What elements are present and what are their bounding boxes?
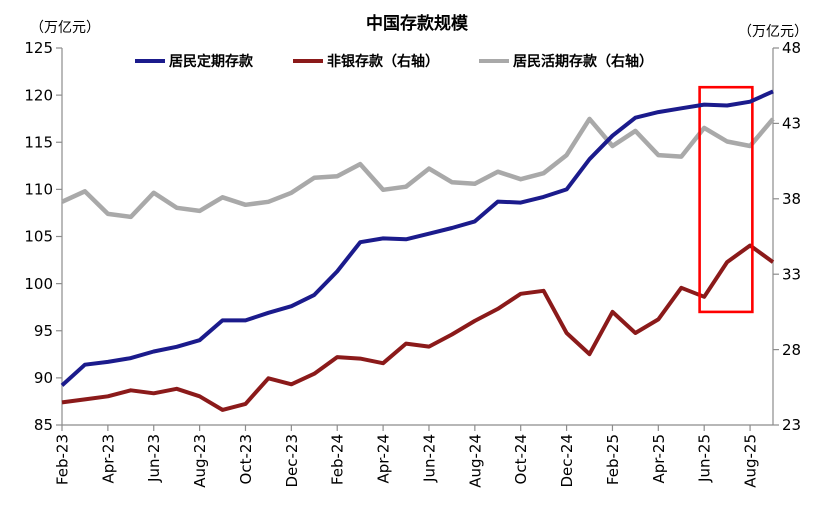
left-axis-tick-label: 115 bbox=[24, 133, 53, 151]
legend-swatch-resident-demand-deposits bbox=[479, 59, 509, 63]
right-axis-tick-label: 38 bbox=[782, 190, 801, 208]
left-axis-tick-label: 120 bbox=[24, 86, 53, 104]
left-axis-tick-label: 100 bbox=[24, 275, 53, 293]
right-axis-tick-label: 33 bbox=[782, 265, 801, 283]
x-axis-tick-label: Jun-24 bbox=[420, 434, 438, 483]
left-axis-tick-label: 125 bbox=[24, 39, 53, 57]
line-nonbank-deposits bbox=[61, 243, 775, 412]
left-axis-tick-label: 95 bbox=[34, 322, 53, 340]
right-axis-tick-label: 43 bbox=[782, 115, 801, 133]
right-axis-unit-label: （万亿元） bbox=[738, 24, 808, 40]
right-axis-tick-label: 48 bbox=[782, 39, 801, 57]
x-axis-tick-label: Feb-24 bbox=[329, 434, 347, 485]
x-axis-tick-label: Apr-23 bbox=[99, 434, 117, 484]
left-axis-tick-label: 85 bbox=[34, 416, 53, 434]
x-axis-tick-label: Dec-23 bbox=[283, 434, 301, 488]
x-axis-tick-label: Feb-23 bbox=[54, 434, 72, 485]
legend-label-resident-demand-deposits: 居民活期存款（右轴） bbox=[513, 54, 653, 70]
line-resident-time-deposits bbox=[60, 89, 774, 387]
x-axis-tick-label: Dec-24 bbox=[558, 434, 576, 488]
legend-item-resident-time-deposits: 居民定期存款 bbox=[135, 51, 253, 71]
x-axis-tick-label: Feb-25 bbox=[604, 434, 622, 485]
x-axis-tick-label: Aug-23 bbox=[191, 434, 209, 488]
legend-swatch-nonbank-deposits bbox=[293, 59, 323, 63]
right-axis-tick-label: 23 bbox=[782, 416, 801, 434]
legend-item-resident-demand-deposits: 居民活期存款（右轴） bbox=[479, 51, 653, 71]
left-axis-unit-label: （万亿元） bbox=[30, 20, 100, 36]
left-axis-tick-label: 110 bbox=[24, 181, 53, 199]
x-axis-tick-label: Aug-25 bbox=[742, 434, 760, 488]
x-axis-tick-label: Aug-24 bbox=[466, 434, 484, 488]
legend-label-resident-time-deposits: 居民定期存款 bbox=[169, 54, 253, 70]
x-axis-tick-label: Oct-23 bbox=[237, 434, 255, 484]
legend-label-nonbank-deposits: 非银存款（右轴） bbox=[327, 54, 439, 70]
highlight-box bbox=[698, 85, 754, 314]
left-axis-tick-label: 90 bbox=[34, 369, 53, 387]
x-axis-tick-label: Apr-24 bbox=[375, 434, 393, 484]
x-axis-tick-label: Oct-24 bbox=[512, 434, 530, 484]
x-axis-tick-label: Jun-23 bbox=[145, 434, 163, 483]
legend-swatch-resident-time-deposits bbox=[135, 59, 165, 63]
legend-item-nonbank-deposits: 非银存款（右轴） bbox=[293, 51, 439, 71]
legend: 居民定期存款 非银存款（右轴） 居民活期存款（右轴） bbox=[135, 51, 653, 71]
line-resident-demand-deposits bbox=[61, 116, 775, 220]
x-axis-tick-label: Jun-25 bbox=[696, 434, 714, 483]
chart-title: 中国存款规模 bbox=[366, 14, 468, 34]
left-axis-tick-label: 105 bbox=[24, 228, 53, 246]
x-axis-tick-label: Apr-25 bbox=[650, 434, 668, 484]
right-axis-tick-label: 28 bbox=[782, 341, 801, 359]
